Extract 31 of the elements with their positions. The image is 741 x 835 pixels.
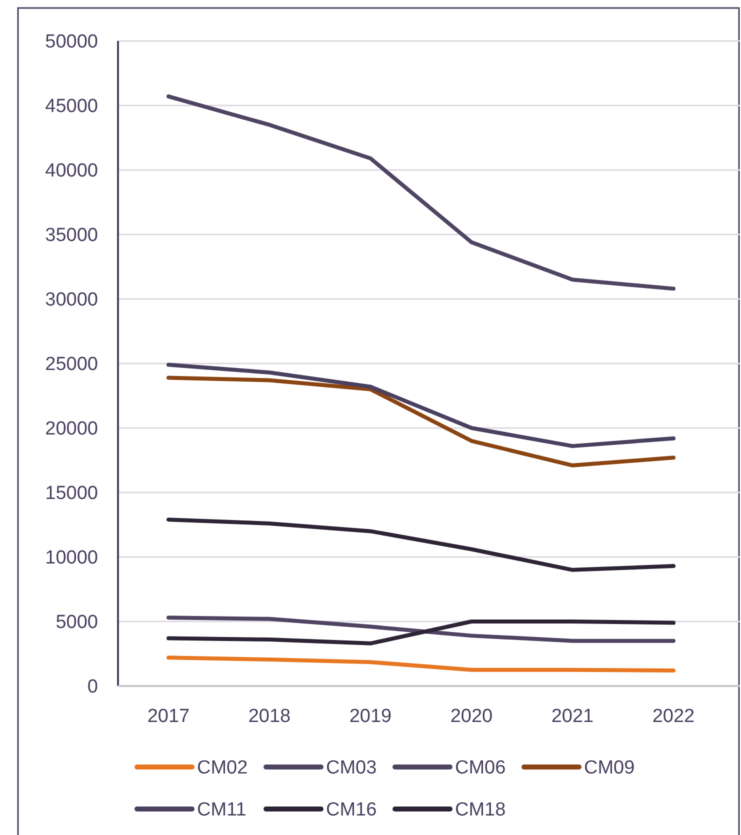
x-tick-label: 2018 — [248, 706, 291, 727]
line-series — [166, 376, 676, 468]
line-series — [166, 94, 676, 291]
y-tick-label: 35000 — [45, 225, 98, 246]
y-tick-label: 0 — [87, 676, 98, 698]
legend-label: CM18 — [455, 800, 506, 821]
y-tick-label: 20000 — [45, 418, 98, 440]
y-tick-label: 30000 — [45, 290, 98, 311]
line-series — [166, 656, 676, 673]
legend-label: CM03 — [326, 758, 377, 779]
y-tick-label: 50000 — [45, 32, 98, 53]
line-series — [166, 362, 676, 448]
y-tick-label: 25000 — [45, 354, 98, 376]
y-tick-label: 15000 — [45, 483, 98, 504]
legend-label: CM09 — [584, 758, 635, 779]
y-tick-label: 45000 — [45, 96, 98, 118]
y-tick-label: 40000 — [45, 160, 98, 182]
legend-label: CM11 — [197, 800, 246, 821]
line-series — [166, 620, 676, 646]
x-tick-label: 2021 — [551, 706, 594, 727]
y-tick-label: 5000 — [56, 612, 98, 634]
legend-label: CM02 — [197, 758, 248, 779]
line-series — [166, 616, 676, 643]
legend-label: CM16 — [326, 800, 377, 821]
legend-label: CM06 — [455, 758, 506, 779]
x-tick-label: 2017 — [147, 706, 190, 727]
line-series — [166, 518, 676, 572]
x-tick-label: 2022 — [652, 706, 695, 727]
x-tick-label: 2019 — [349, 706, 392, 727]
y-tick-label: 10000 — [45, 548, 98, 569]
x-tick-label: 2020 — [450, 706, 493, 727]
